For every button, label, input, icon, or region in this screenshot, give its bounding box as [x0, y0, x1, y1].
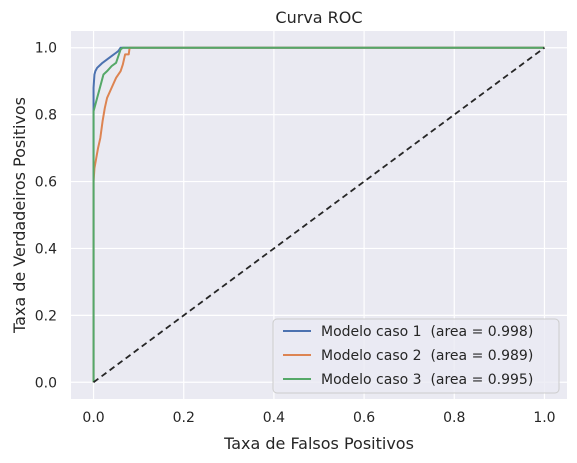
- reference-diagonal-line: [93, 47, 545, 383]
- y-tick-label: 0.4: [35, 241, 57, 257]
- y-axis-label: Taxa de Verdadeiros Positivos: [10, 97, 29, 334]
- legend-label-2: Modelo caso 2 (area = 0.989): [321, 348, 533, 364]
- chart-title: Curva ROC: [275, 8, 362, 27]
- x-tick-label: 0.8: [443, 410, 465, 426]
- x-tick-label: 0.0: [82, 410, 104, 426]
- x-tick-labels: 0.0 0.2 0.4 0.6 0.8 1.0: [82, 410, 555, 426]
- x-tick-label: 0.2: [173, 410, 195, 426]
- y-tick-labels: 0.0 0.2 0.4 0.6 0.8 1.0: [35, 41, 57, 392]
- y-tick-label: 1.0: [35, 41, 57, 57]
- x-axis-label: Taxa de Falsos Positivos: [223, 434, 414, 453]
- roc-series-line-2: [92, 46, 545, 383]
- x-tick-label: 0.6: [353, 410, 375, 426]
- legend-label-1: Modelo caso 1 (area = 0.998): [321, 324, 533, 340]
- roc-series-line-3: [92, 46, 545, 383]
- grid: [71, 31, 567, 399]
- x-tick-label: 1.0: [533, 410, 555, 426]
- series-layer: [92, 46, 545, 383]
- legend-box: [272, 318, 560, 394]
- y-tick-label: 0.0: [35, 375, 57, 391]
- x-tick-label: 0.4: [263, 410, 285, 426]
- y-tick-label: 0.8: [35, 108, 57, 124]
- legend-label-3: Modelo caso 3 (area = 0.995): [321, 372, 533, 388]
- y-tick-label: 0.6: [35, 175, 57, 191]
- legend: Modelo caso 1 (area = 0.998) Modelo caso …: [272, 318, 560, 394]
- y-tick-label: 0.2: [35, 308, 57, 324]
